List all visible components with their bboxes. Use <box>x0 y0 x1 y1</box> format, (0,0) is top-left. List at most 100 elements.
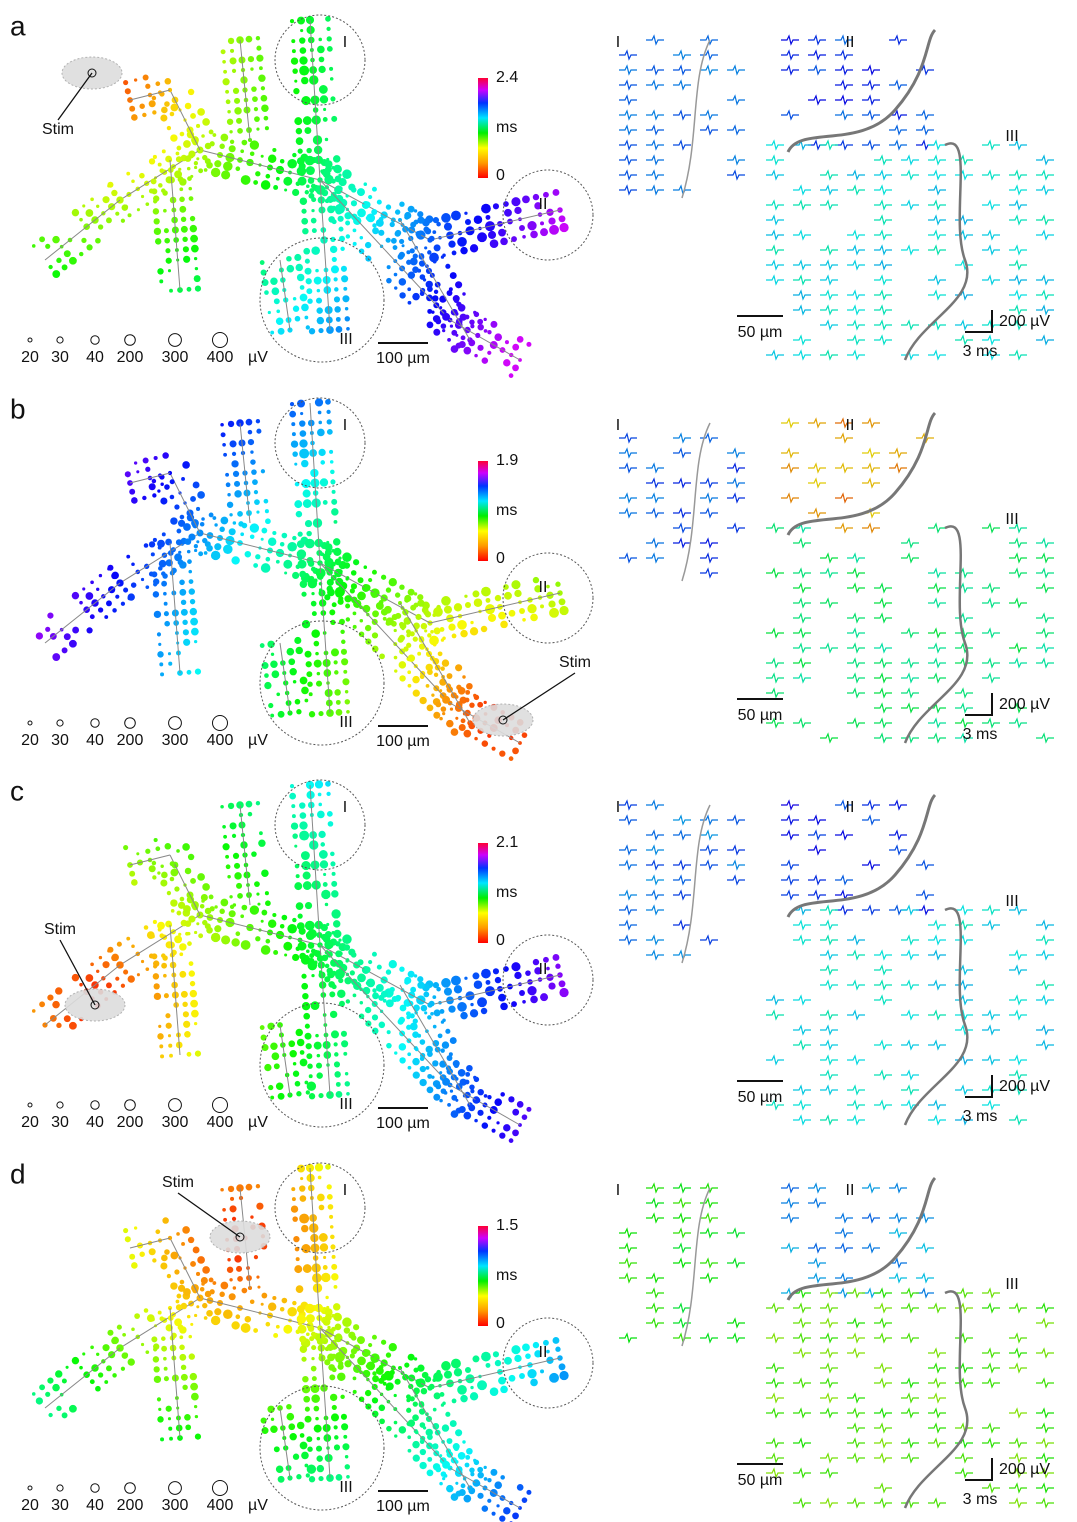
electrode-dot <box>155 81 161 87</box>
trace <box>889 34 907 46</box>
trace <box>889 1182 907 1194</box>
trace <box>619 49 637 61</box>
electrode-dot <box>219 908 225 914</box>
electrode-dot <box>151 953 158 960</box>
electrode-dot <box>343 1051 348 1056</box>
neurite <box>169 1307 181 1439</box>
trace <box>820 979 838 991</box>
electrode-dot <box>419 1448 427 1456</box>
electrode-dot <box>308 561 314 566</box>
trace <box>781 1242 799 1254</box>
trace <box>793 1437 811 1449</box>
trace <box>619 447 637 459</box>
trace <box>982 139 1000 151</box>
trace-region-label: II <box>846 417 855 434</box>
electrode-dot <box>227 1258 231 1262</box>
colorbar <box>478 843 488 943</box>
trace <box>955 1114 973 1126</box>
electrode-dot <box>412 1440 420 1449</box>
electrode-dot <box>323 107 327 111</box>
size-legend-label: 20 <box>21 1114 39 1131</box>
electrode-dot <box>519 608 525 614</box>
electrode-dot <box>295 137 304 145</box>
electrode-dot <box>389 1369 395 1376</box>
trace <box>928 229 946 241</box>
electrode-dot <box>407 683 412 688</box>
electrode-dot <box>555 581 561 587</box>
electrode-dot <box>237 128 243 134</box>
electrode-dot <box>433 244 441 252</box>
trace <box>766 1362 784 1374</box>
electrode-dot <box>107 184 111 188</box>
electrode-dot <box>323 872 327 876</box>
electrode-dot <box>333 1284 338 1289</box>
electrode-dot <box>98 955 103 960</box>
electrode-dot <box>473 1458 477 1463</box>
trace <box>955 1377 973 1389</box>
electrode-dot <box>316 307 323 314</box>
electrode-dot <box>331 1326 336 1332</box>
trace <box>766 199 784 211</box>
trace <box>1036 184 1054 196</box>
electrode-dot <box>214 1308 222 1316</box>
electrode-dot <box>489 239 499 248</box>
electrode-dot <box>188 569 193 574</box>
electrode-dot <box>296 540 305 549</box>
trace <box>982 597 1000 609</box>
electrode-dot <box>442 711 446 716</box>
electrode-dot <box>299 821 308 830</box>
electrode-dot <box>404 976 412 985</box>
trace <box>673 1242 691 1254</box>
region-label: I <box>343 1182 347 1199</box>
electrode-dot <box>407 654 416 662</box>
electrode-dot <box>324 1308 333 1317</box>
electrode-dot <box>287 923 297 934</box>
electrode-dot <box>304 920 315 931</box>
size-legend-label: 400 <box>207 1114 234 1131</box>
electrode-dot <box>292 296 297 301</box>
trace <box>1009 274 1027 286</box>
electrode-dot <box>470 1385 474 1390</box>
electrode-dot <box>464 697 470 703</box>
electrode-dot <box>180 1373 188 1381</box>
electrode-dot <box>182 236 188 243</box>
electrode-dot <box>407 588 415 596</box>
electrode-dot <box>31 1009 36 1013</box>
electrode-dot <box>325 1295 329 1300</box>
neurite <box>169 472 201 534</box>
electrode-dot <box>375 983 384 992</box>
electrode-dot <box>107 567 111 571</box>
electrode-dot <box>511 1001 517 1007</box>
electrode-dot <box>427 633 432 638</box>
electrode-dot <box>331 256 337 262</box>
trace-axon <box>786 793 937 918</box>
electrode-dot <box>302 489 311 498</box>
electrode-dot <box>448 1052 453 1057</box>
electrode-dot <box>229 139 235 144</box>
electrode-dot <box>261 104 269 112</box>
electrode-dot <box>275 176 280 181</box>
electrode-dot <box>433 627 441 635</box>
trace <box>820 1377 838 1389</box>
electrode-dot <box>61 1378 67 1384</box>
electrode-dot <box>237 893 243 899</box>
trace <box>673 79 691 91</box>
trace <box>901 1009 919 1021</box>
trace <box>874 1482 892 1494</box>
electrode-dot <box>301 686 309 695</box>
electrode-dot <box>270 1095 275 1100</box>
electrode-dot <box>503 1124 511 1132</box>
electrode-dot <box>350 583 358 590</box>
electrode-dot <box>270 277 278 286</box>
electrode-dot <box>340 1030 347 1037</box>
electrode-dot <box>426 1086 434 1094</box>
electrode-dot <box>283 176 293 186</box>
electrode-dot <box>477 1471 484 1479</box>
electrode-dot <box>304 698 309 703</box>
electrode-dot <box>399 238 405 245</box>
electrode-dot <box>331 205 337 211</box>
electrode-dot <box>498 228 506 237</box>
electrode-dot <box>98 573 103 578</box>
size-legend-circle <box>27 1102 33 1108</box>
electrode-dot <box>260 1302 264 1306</box>
